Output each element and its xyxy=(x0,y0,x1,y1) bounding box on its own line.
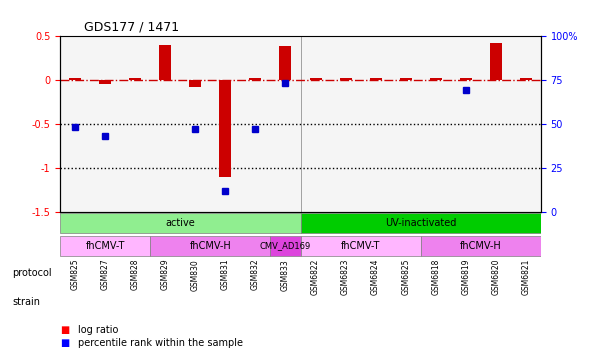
Text: ■: ■ xyxy=(60,325,69,335)
FancyBboxPatch shape xyxy=(300,236,421,256)
Bar xyxy=(490,43,502,80)
Bar xyxy=(129,79,141,80)
Bar xyxy=(370,79,382,80)
Bar xyxy=(400,79,412,80)
Text: GSM825: GSM825 xyxy=(71,259,79,291)
Bar xyxy=(520,79,532,80)
Text: UV-inactivated: UV-inactivated xyxy=(385,218,456,228)
Text: fhCMV-T: fhCMV-T xyxy=(85,241,125,251)
Text: GSM829: GSM829 xyxy=(161,259,169,291)
Text: strain: strain xyxy=(12,297,40,307)
Bar xyxy=(99,80,111,84)
FancyBboxPatch shape xyxy=(421,236,541,256)
Text: GSM6822: GSM6822 xyxy=(311,259,320,295)
Text: GSM6825: GSM6825 xyxy=(401,259,410,295)
Text: GSM6819: GSM6819 xyxy=(462,259,470,295)
Bar xyxy=(310,79,322,80)
Bar xyxy=(219,80,231,177)
Text: GDS177 / 1471: GDS177 / 1471 xyxy=(84,20,179,33)
Text: GSM833: GSM833 xyxy=(281,259,290,291)
Text: ■: ■ xyxy=(60,338,69,348)
Text: GSM830: GSM830 xyxy=(191,259,200,291)
Bar xyxy=(340,79,352,80)
Bar xyxy=(69,79,81,80)
Bar xyxy=(249,78,261,80)
Text: fhCMV-T: fhCMV-T xyxy=(341,241,380,251)
Text: percentile rank within the sample: percentile rank within the sample xyxy=(78,338,243,348)
Text: active: active xyxy=(165,218,195,228)
Text: GSM831: GSM831 xyxy=(221,259,230,291)
Text: log ratio: log ratio xyxy=(78,325,118,335)
FancyBboxPatch shape xyxy=(60,236,150,256)
Text: GSM6824: GSM6824 xyxy=(371,259,380,295)
FancyBboxPatch shape xyxy=(270,236,300,256)
FancyBboxPatch shape xyxy=(150,236,270,256)
Text: fhCMV-H: fhCMV-H xyxy=(460,241,502,251)
Text: GSM6823: GSM6823 xyxy=(341,259,350,295)
Bar xyxy=(189,80,201,87)
Text: GSM6820: GSM6820 xyxy=(492,259,500,295)
Text: GSM6821: GSM6821 xyxy=(522,259,530,295)
FancyBboxPatch shape xyxy=(300,213,541,233)
Bar xyxy=(279,46,291,80)
Bar xyxy=(430,79,442,80)
Bar xyxy=(159,45,171,80)
Text: GSM828: GSM828 xyxy=(131,259,139,290)
FancyBboxPatch shape xyxy=(60,213,300,233)
Text: GSM832: GSM832 xyxy=(251,259,260,291)
Text: GSM6818: GSM6818 xyxy=(432,259,440,295)
Text: protocol: protocol xyxy=(12,268,52,278)
Text: GSM827: GSM827 xyxy=(101,259,109,291)
Bar xyxy=(460,79,472,80)
Text: CMV_AD169: CMV_AD169 xyxy=(260,241,311,250)
Text: fhCMV-H: fhCMV-H xyxy=(189,241,231,251)
